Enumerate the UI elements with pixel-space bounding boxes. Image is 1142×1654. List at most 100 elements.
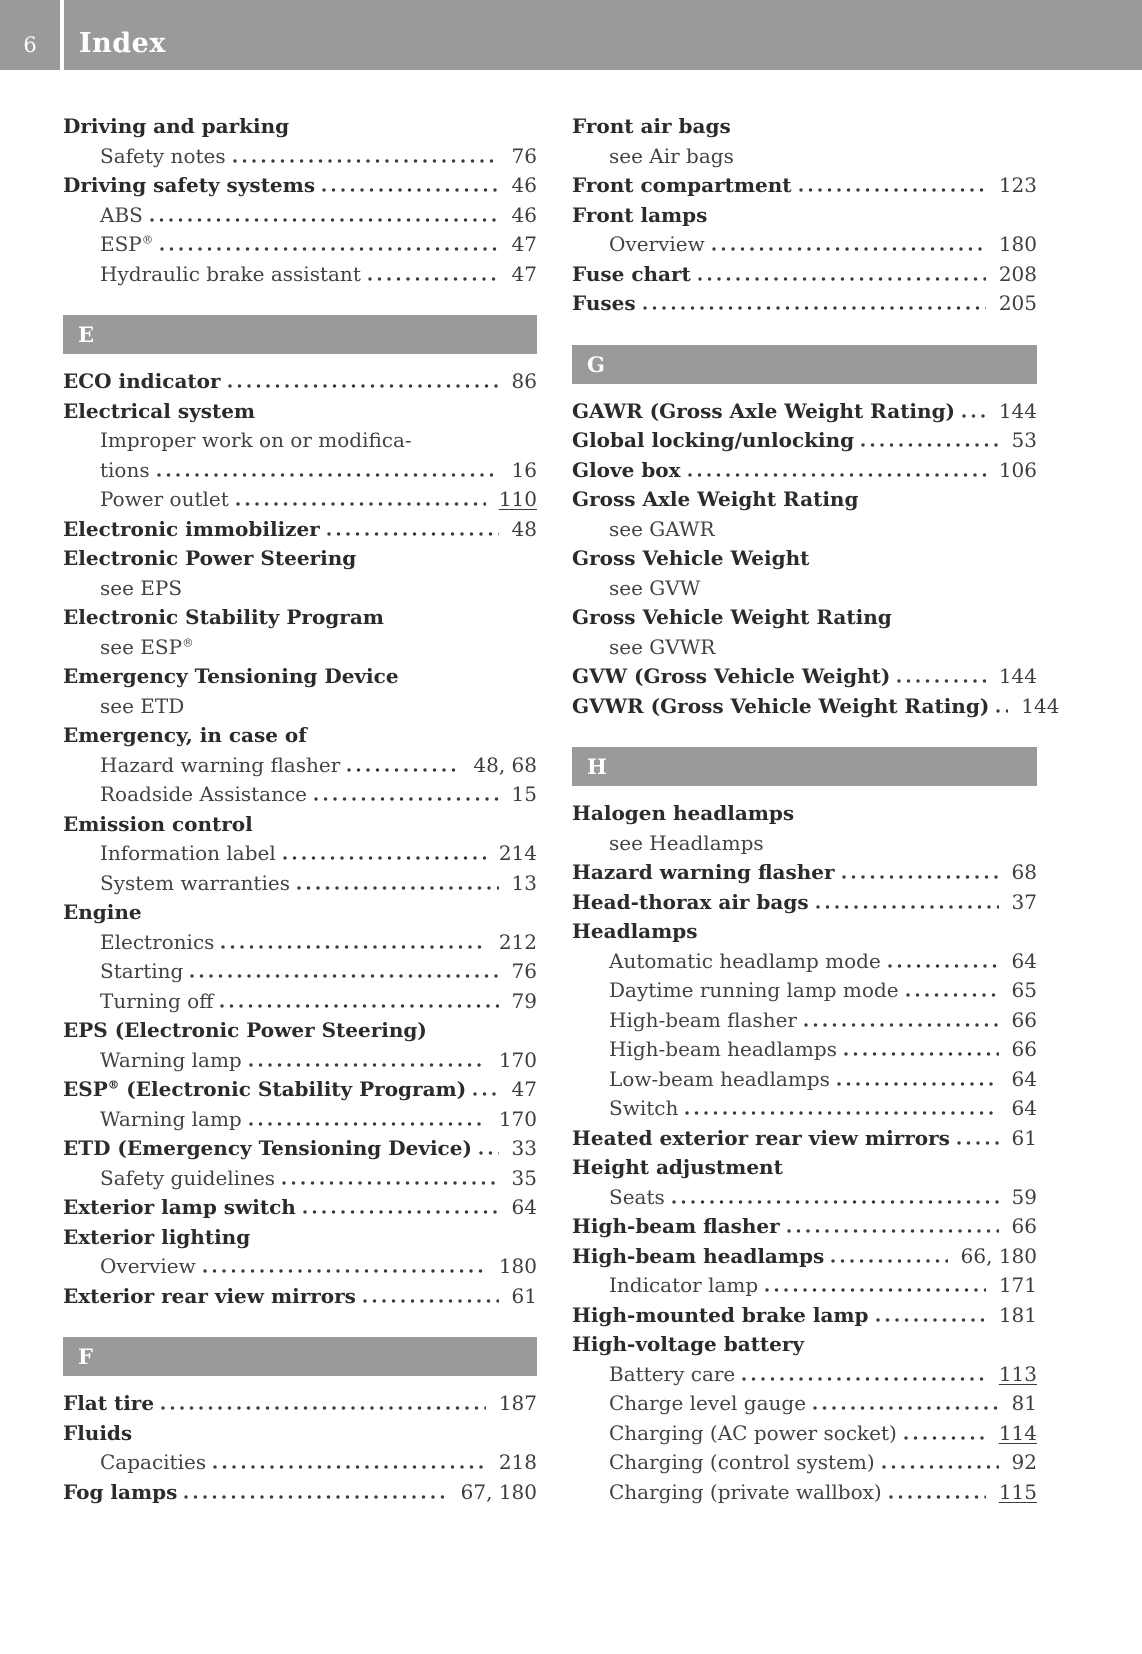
entry-label: Switch (609, 1096, 679, 1120)
entry-label: Fluids (63, 1420, 133, 1445)
index-entry: Front compartment 123 (572, 171, 1037, 201)
entry-label: Driving and parking (63, 114, 290, 138)
index-entry: Hazard warning flasher 48, 68 (63, 751, 537, 781)
page-reference: 170 (498, 1106, 537, 1131)
page-reference: 92 (1011, 1450, 1037, 1474)
page-reference: 37 (1011, 889, 1037, 914)
page-reference: 76 (511, 959, 537, 983)
index-entry: Electrical system (63, 397, 537, 427)
page-reference: 187 (498, 1391, 537, 1415)
index-entry: Charge level gauge 81 (572, 1389, 1037, 1419)
entry-label: Emergency, in case of (63, 723, 307, 747)
index-entry: Automatic headlamp mode 64 (572, 947, 1037, 977)
index-entry: Fog lamps 67, 180 (63, 1478, 537, 1508)
entry-label: Safety notes (100, 143, 226, 168)
page-reference: 170 (498, 1047, 537, 1072)
entry-label: High-beam headlamps (572, 1243, 825, 1268)
index-entry: Overview 180 (572, 230, 1037, 260)
index-entry: Power outlet 110 (63, 485, 537, 515)
index-entry: High-beam flasher 66 (572, 1006, 1037, 1036)
dotted-leader (282, 1180, 499, 1185)
page-reference[interactable]: 113 (998, 1361, 1037, 1386)
dotted-leader (742, 1376, 986, 1381)
index-entry: Electronic Power Steering (63, 544, 537, 574)
index-entry: High-beam flasher 66 (572, 1212, 1037, 1242)
page-reference[interactable]: 115 (998, 1479, 1037, 1504)
dotted-leader (881, 1465, 999, 1469)
index-entry: High-beam headlamps 66, 180 (572, 1242, 1037, 1272)
dotted-leader (322, 188, 499, 192)
page-header: 6 Index (0, 0, 1142, 70)
entry-label: Front lamps (572, 202, 708, 227)
page-reference: 123 (998, 173, 1037, 197)
entry-label: Charge level gauge (609, 1391, 807, 1415)
page-reference: 66 (1011, 1007, 1037, 1032)
entry-label: tions (100, 457, 150, 482)
index-entry: Starting 76 (63, 957, 537, 987)
page-reference: 67, 180 (460, 1479, 537, 1504)
page-reference[interactable]: 114 (998, 1420, 1037, 1445)
page-reference: 48, 68 (473, 752, 537, 777)
section-letter-bar: F (63, 1337, 537, 1376)
entry-label: Gross Vehicle Weight Rating (572, 605, 892, 629)
entry-label: Hazard warning flasher (572, 860, 835, 884)
index-entry: Emergency, in case of (63, 721, 537, 751)
entry-label: Information label (100, 841, 276, 865)
section-letter: E (78, 322, 95, 347)
index-entry: High-voltage battery (572, 1330, 1037, 1360)
dotted-leader (347, 767, 461, 772)
entry-label: see Air bags (609, 143, 734, 168)
index-cross-reference: see GVW (572, 574, 1037, 604)
page-reference: 64 (511, 1195, 537, 1219)
index-entry: Roadside Assistance 15 (63, 780, 537, 810)
page-reference: 81 (1011, 1391, 1037, 1415)
page-reference: 47 (511, 261, 537, 286)
index-entry: Information label 214 (63, 839, 537, 869)
dotted-leader (362, 1298, 499, 1303)
entry-label: Indicator lamp (609, 1273, 759, 1297)
dotted-leader (367, 276, 499, 281)
entry-label: Charging (private wallbox) (609, 1479, 882, 1504)
index-entry: Halogen headlamps (572, 799, 1037, 829)
index-entry: Height adjustment (572, 1153, 1037, 1183)
index-entry: Safety guidelines 35 (63, 1164, 537, 1194)
index-entry: Turning off 79 (63, 987, 537, 1017)
index-entry: ESP® (Electronic Stability Program) 47 (63, 1075, 537, 1105)
index-entry: Warning lamp 170 (63, 1046, 537, 1076)
entry-label: ABS (100, 202, 143, 227)
dotted-leader (213, 1465, 486, 1469)
entry-label: Electronic immobilizer (63, 516, 320, 541)
index-entry: Front lamps (572, 201, 1037, 231)
page-reference: 33 (511, 1136, 537, 1160)
index-entry: System warranties 13 (63, 869, 537, 899)
page-reference: 47 (511, 232, 537, 256)
dotted-leader (184, 1494, 448, 1499)
page-reference: 181 (998, 1302, 1037, 1327)
index-entry: Fluids (63, 1419, 537, 1449)
page-reference: 64 (1011, 1066, 1037, 1091)
entry-label: Fog lamps (63, 1479, 178, 1504)
dotted-leader (642, 306, 986, 310)
dotted-leader (296, 885, 499, 890)
dotted-leader (160, 247, 499, 251)
index-entry: Fuses 205 (572, 289, 1037, 319)
dotted-leader (836, 1081, 999, 1086)
page-reference: 180 (998, 232, 1037, 256)
index-entry: EPS (Electronic Power Steering) (63, 1016, 537, 1046)
dotted-leader (248, 1121, 486, 1126)
index-column-right: Front air bags see Air bags Front compartm… (572, 112, 1059, 1508)
dotted-leader (156, 472, 499, 477)
index-entry: Gross Vehicle Weight Rating (572, 603, 1037, 633)
page-reference[interactable]: 110 (498, 487, 537, 511)
entry-label: Halogen headlamps (572, 801, 795, 825)
index-entry: High-mounted brake lamp 181 (572, 1301, 1037, 1331)
dotted-leader (697, 276, 986, 281)
dotted-leader (221, 944, 486, 949)
index-entry: Gross Vehicle Weight (572, 544, 1037, 574)
entry-label: High-mounted brake lamp (572, 1302, 869, 1327)
section-letter-bar: E (63, 315, 537, 354)
index-entry: Charging (private wallbox) 115 (572, 1478, 1037, 1508)
entry-label: ESP® (Electronic Stability Program) (63, 1077, 467, 1101)
entry-label: Flat tire (63, 1391, 155, 1415)
index-cross-reference: see Air bags (572, 142, 1037, 172)
